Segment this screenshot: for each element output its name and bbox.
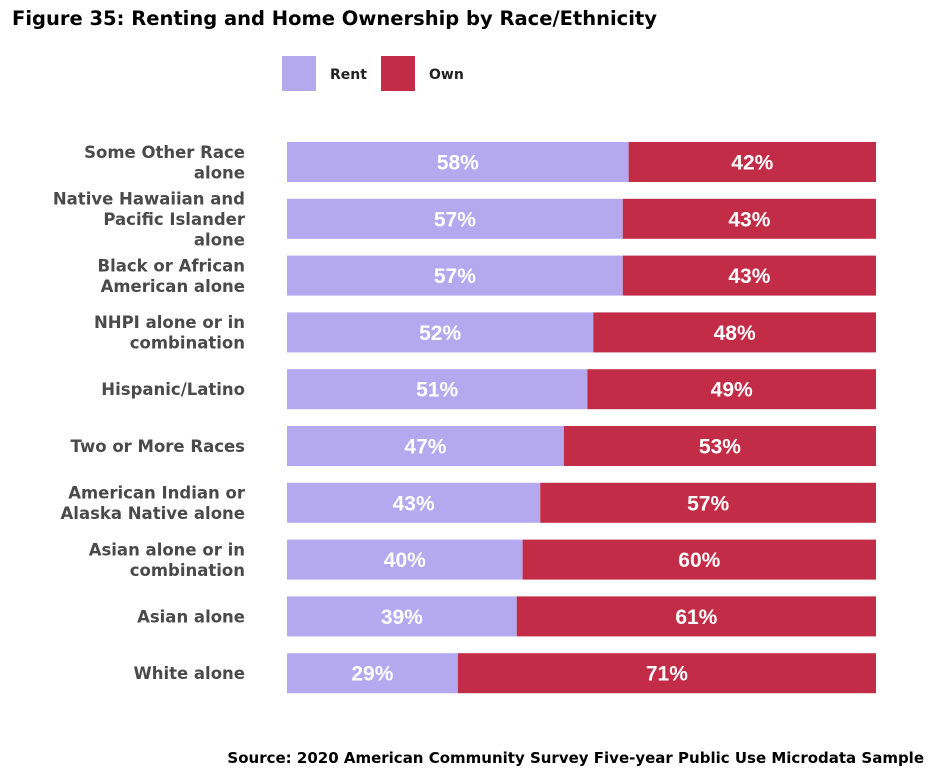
category-label: American Indian or Alaska Native alone (61, 484, 246, 524)
bar-value-label: 61% (675, 606, 717, 629)
category-label: Hispanic/Latino (101, 380, 245, 399)
chart-title: Figure 35: Renting and Home Ownership by… (12, 7, 657, 30)
bar-value-label: 71% (646, 663, 688, 686)
bar-own (622, 255, 876, 296)
chart-source: Source: 2020 American Community Survey F… (227, 749, 924, 767)
bar-value-label: 39% (381, 606, 423, 629)
bar-own (516, 596, 876, 637)
bar-own (563, 426, 876, 466)
bar-own (457, 653, 876, 694)
bar-value-label: 43% (728, 265, 770, 288)
legend-swatch-own (381, 56, 415, 91)
bar-value-label: 47% (404, 436, 446, 459)
legend-label-own: Own (429, 67, 464, 83)
bar-value-label: 57% (434, 208, 476, 231)
bar-own (628, 142, 876, 182)
bar-value-label: 52% (419, 322, 461, 345)
bar-value-label: 48% (714, 322, 756, 345)
bar-rent (287, 142, 629, 182)
legend-swatch-rent (282, 56, 316, 91)
bar-value-label: 43% (393, 492, 435, 515)
bar-value-label: 57% (434, 265, 476, 288)
category-label: Two or More Races (71, 437, 246, 456)
bar-own (587, 369, 876, 410)
bar-value-label: 40% (384, 549, 426, 572)
category-label: Black or African American alone (98, 256, 246, 296)
bar-rent (287, 198, 623, 239)
category-label: NHPI alone or in combination (94, 313, 245, 353)
bar-value-label: 58% (437, 152, 479, 175)
category-label: Asian alone (137, 607, 245, 626)
legend: Rent Own (282, 56, 464, 91)
bar-value-label: 60% (678, 549, 720, 572)
category-label: Some Other Race alone (84, 143, 245, 183)
category-labels: Some Other Race alone Native Hawaiian and P… (53, 143, 246, 683)
bar-rent (287, 539, 523, 580)
bar-value-label: 29% (351, 663, 393, 686)
bar-rent (287, 312, 594, 353)
category-label: Native Hawaiian and Pacific Islander alone (53, 189, 246, 249)
bar-rent (287, 653, 458, 694)
category-label: Asian alone or in combination (89, 540, 245, 580)
bar-own (622, 198, 876, 239)
bar-value-label: 43% (728, 208, 770, 231)
bar-value-label: 53% (699, 436, 741, 459)
bar-value-label: 57% (687, 492, 729, 515)
category-label: White alone (134, 664, 246, 683)
bar-value-label: 42% (731, 152, 773, 175)
bar-own (522, 539, 876, 580)
bar-labels: 58% 42% 57% 43% 57% 43% 52% 48% 51% 49% 47% 53% 43% 5… (351, 152, 773, 686)
legend-label-rent: Rent (330, 67, 367, 83)
bar-rent (287, 255, 623, 296)
bar-own (593, 312, 876, 353)
bar-rent (287, 426, 564, 466)
bar-value-label: 51% (416, 379, 458, 402)
bar-rent (287, 482, 541, 523)
bar-rent (287, 369, 588, 410)
bar-own (540, 482, 876, 523)
bar-value-label: 49% (711, 379, 753, 402)
bar-rent (287, 596, 517, 637)
bars (287, 142, 876, 694)
